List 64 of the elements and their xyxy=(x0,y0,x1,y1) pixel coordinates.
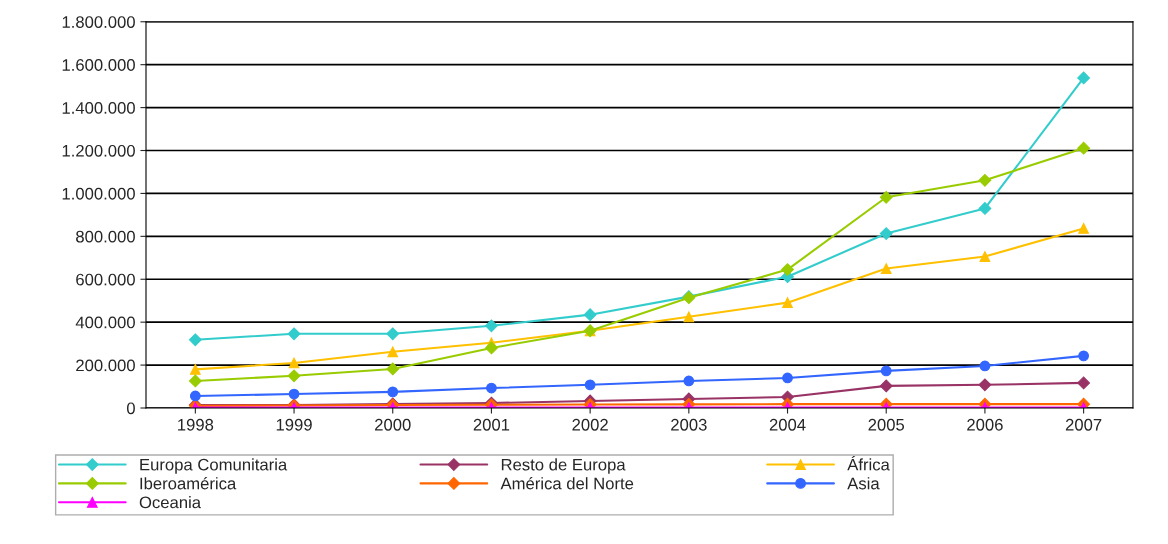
y-tick-label: 1.200.000 xyxy=(62,144,135,157)
legend-label: América del Norte xyxy=(500,476,634,490)
y-tick-label: 1.000.000 xyxy=(62,187,135,200)
point xyxy=(386,327,400,341)
legend-label: Iberoamérica xyxy=(140,476,237,490)
point xyxy=(1078,223,1089,234)
point xyxy=(287,327,301,341)
point xyxy=(387,346,399,358)
y-tick-label: 0 xyxy=(126,402,135,415)
legend-label: África xyxy=(847,455,890,471)
point xyxy=(879,227,893,240)
x-tick-label: 2005 xyxy=(868,418,905,431)
point xyxy=(189,364,201,375)
legend-label: Asia xyxy=(847,477,880,490)
point xyxy=(1077,141,1091,155)
y-tick-label: 1.800.000 xyxy=(62,16,135,28)
point xyxy=(188,333,202,347)
point xyxy=(288,388,300,400)
x-tick-label: 2007 xyxy=(1065,418,1102,431)
point xyxy=(1077,376,1091,390)
y-tick-label: 800.000 xyxy=(76,230,135,243)
point xyxy=(978,378,992,392)
point xyxy=(387,386,399,398)
x-tick-label: 2002 xyxy=(572,418,608,431)
point xyxy=(879,379,893,393)
point xyxy=(485,319,498,333)
x-tick-label: 2004 xyxy=(769,418,806,431)
point xyxy=(1078,350,1089,362)
point xyxy=(978,173,992,187)
x-tick-label: 1998 xyxy=(178,418,214,431)
point xyxy=(979,360,991,372)
point xyxy=(880,263,892,274)
point xyxy=(979,251,991,262)
point xyxy=(287,369,301,383)
legend-label: Oceania xyxy=(139,496,202,509)
point xyxy=(683,375,695,387)
y-tick-label: 1.600.000 xyxy=(62,59,135,71)
point xyxy=(288,357,300,369)
x-tick-label: 2003 xyxy=(671,418,707,431)
legend-label: Resto de Europa xyxy=(501,458,626,474)
legend-label: Europa Comunitaria xyxy=(140,458,288,474)
x-tick-label: 2006 xyxy=(967,418,1003,431)
x-tick-label: 2000 xyxy=(375,418,411,431)
point xyxy=(782,372,793,384)
point xyxy=(486,382,497,394)
point xyxy=(583,308,597,322)
point xyxy=(781,263,794,277)
point xyxy=(880,365,892,377)
y-tick-label: 400.000 xyxy=(75,316,135,329)
y-tick-label: 200.000 xyxy=(76,359,135,372)
y-tick-label: 1.400.000 xyxy=(62,101,135,114)
point xyxy=(188,374,202,388)
point xyxy=(683,311,695,323)
x-tick-label: 1999 xyxy=(276,418,312,431)
point xyxy=(1077,71,1091,85)
point xyxy=(485,341,498,355)
point xyxy=(189,390,201,402)
point xyxy=(782,297,793,309)
x-tick-label: 2001 xyxy=(473,418,510,431)
point xyxy=(386,362,400,376)
point xyxy=(879,190,893,204)
point xyxy=(584,379,596,391)
y-tick-label: 600.000 xyxy=(76,273,135,286)
point xyxy=(978,202,992,215)
